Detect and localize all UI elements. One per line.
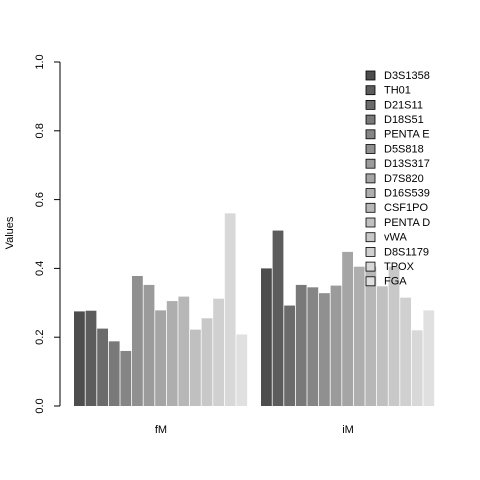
- legend-label: D8S1179: [384, 246, 429, 258]
- legend-swatch: [365, 114, 376, 125]
- bar: [224, 213, 236, 406]
- legend-label: TH01: [384, 85, 411, 97]
- y-tick-label: 0.6: [34, 192, 46, 207]
- legend-swatch: [365, 85, 376, 96]
- bar: [108, 341, 120, 406]
- legend-label: D13S317: [384, 158, 430, 170]
- legend-swatch: [365, 188, 376, 199]
- y-tick-label: 0.0: [34, 398, 46, 413]
- y-tick-label: 0.2: [34, 330, 46, 345]
- legend-swatch: [365, 232, 376, 243]
- bar: [213, 298, 224, 406]
- legend-label: TPOX: [384, 261, 415, 273]
- legend-label: D21S11: [384, 99, 423, 111]
- legend-label: PENTA E: [384, 129, 430, 141]
- legend-label: vWA: [384, 232, 407, 244]
- bar: [284, 305, 295, 406]
- legend-swatch: [365, 202, 376, 213]
- legend-swatch: [365, 144, 376, 154]
- y-axis: 0.0 0.2 0.4 0.6 0.8 1.0: [34, 54, 61, 414]
- bar: [97, 328, 108, 406]
- bar: [261, 268, 272, 406]
- bars: [74, 213, 435, 406]
- legend-swatch: [365, 246, 376, 257]
- legend-label: D3S1358: [384, 70, 430, 82]
- bar: [74, 311, 85, 406]
- legend: D3S1358 TH01 D21S11 D18S51 PENTA E D5S818 D13S…: [365, 70, 430, 288]
- x-category-label: iM: [342, 424, 354, 436]
- bar: [295, 284, 307, 406]
- legend-swatch: [365, 129, 376, 140]
- bar: [388, 266, 400, 406]
- x-axis-labels: fM iM: [155, 424, 354, 436]
- bar: [272, 230, 284, 406]
- bar: [365, 266, 377, 406]
- legend-swatch: [365, 217, 376, 228]
- legend-label: PENTA D: [384, 217, 430, 229]
- x-category-label: fM: [155, 424, 167, 436]
- legend-label: CSF1PO: [384, 202, 428, 214]
- legend-label: D7S820: [384, 173, 424, 185]
- bar: [190, 329, 201, 406]
- legend-swatch: [365, 261, 376, 272]
- bar: [377, 286, 388, 406]
- legend-label: D16S539: [384, 188, 430, 200]
- bar: [166, 301, 178, 406]
- legend-swatch: [365, 70, 376, 81]
- y-tick-label: 0.8: [34, 123, 46, 138]
- bar: [330, 285, 342, 406]
- legend-swatch: [365, 173, 376, 184]
- bar: [307, 287, 319, 406]
- legend-swatch: [365, 276, 376, 287]
- bar: [178, 296, 190, 406]
- bar: [342, 251, 353, 406]
- bar: [423, 310, 435, 406]
- legend-swatch: [365, 100, 376, 110]
- bar: [353, 266, 365, 406]
- bar: [201, 318, 213, 406]
- bar: [411, 330, 423, 406]
- y-axis-title: Values: [4, 216, 16, 249]
- bar: [120, 350, 132, 406]
- legend-label: FGA: [384, 276, 407, 288]
- bar: [319, 293, 330, 406]
- legend-swatch: [365, 158, 376, 169]
- legend-label: D18S51: [384, 114, 424, 126]
- bar: [132, 275, 143, 406]
- bar: [236, 334, 248, 406]
- bar: [400, 297, 411, 406]
- y-tick-label: 0.4: [34, 261, 46, 276]
- bar: [155, 310, 166, 406]
- bar: [85, 310, 97, 406]
- legend-label: D5S818: [384, 143, 424, 155]
- y-tick-label: 1.0: [34, 54, 46, 69]
- bar: [143, 284, 155, 406]
